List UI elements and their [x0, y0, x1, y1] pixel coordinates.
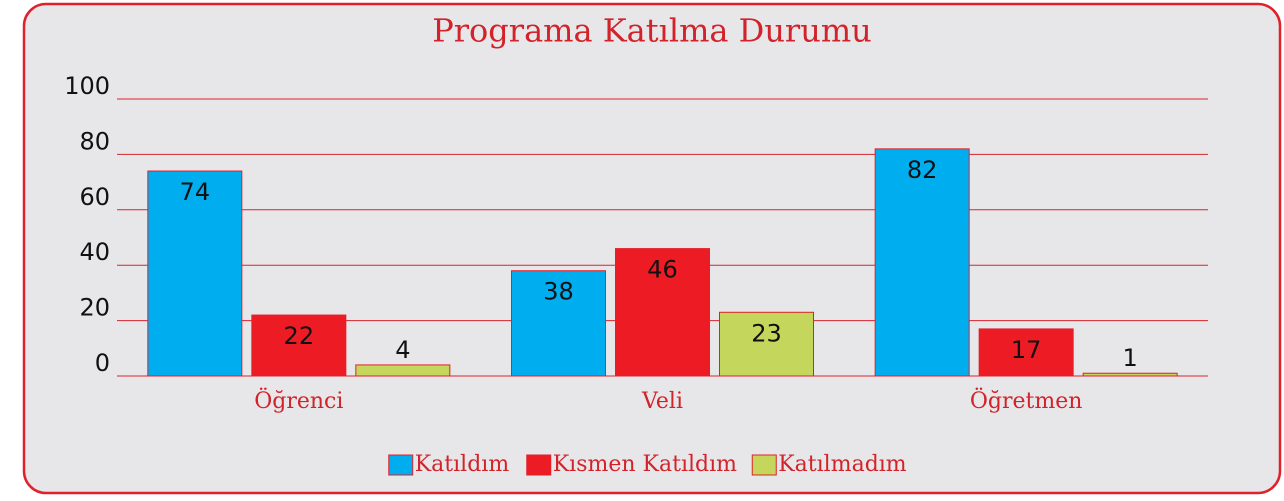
legend-swatch: [751, 454, 777, 476]
x-tick-label: Öğretmen: [970, 387, 1083, 414]
chart-title: Programa Katılma Durumu: [432, 12, 872, 50]
legend-label: Katılmadım: [778, 452, 907, 477]
y-tick-label: 0: [95, 349, 110, 377]
bar: [615, 248, 710, 377]
y-tick-label: 40: [79, 238, 110, 266]
bar: [147, 170, 243, 377]
legend-label: Kısmen Katıldım: [553, 452, 737, 477]
data-label: 74: [180, 178, 211, 206]
data-label: 1: [1123, 344, 1138, 372]
y-tick-label: 80: [79, 127, 110, 155]
y-tick-label: 100: [64, 72, 110, 100]
bar: [511, 270, 606, 377]
bar: [251, 314, 347, 377]
bar: [355, 364, 451, 377]
legend-swatch: [526, 454, 552, 476]
data-label: 46: [647, 256, 678, 284]
y-tick-label: 20: [79, 294, 110, 322]
data-label: 17: [1011, 336, 1042, 364]
data-label: 38: [543, 278, 574, 306]
y-tick-label: 60: [79, 183, 110, 211]
data-label: 23: [751, 319, 782, 347]
x-tick-label: Veli: [641, 389, 683, 414]
data-label: 82: [907, 156, 938, 184]
bar: [1082, 372, 1178, 377]
bar: [978, 328, 1074, 377]
data-label: 22: [284, 322, 315, 350]
legend-label: Katıldım: [415, 452, 510, 477]
x-tick-label: Öğrenci: [254, 387, 343, 414]
data-label: 4: [395, 336, 410, 364]
bar: [874, 148, 970, 377]
legend-swatch: [388, 454, 414, 476]
bar: [719, 311, 814, 377]
